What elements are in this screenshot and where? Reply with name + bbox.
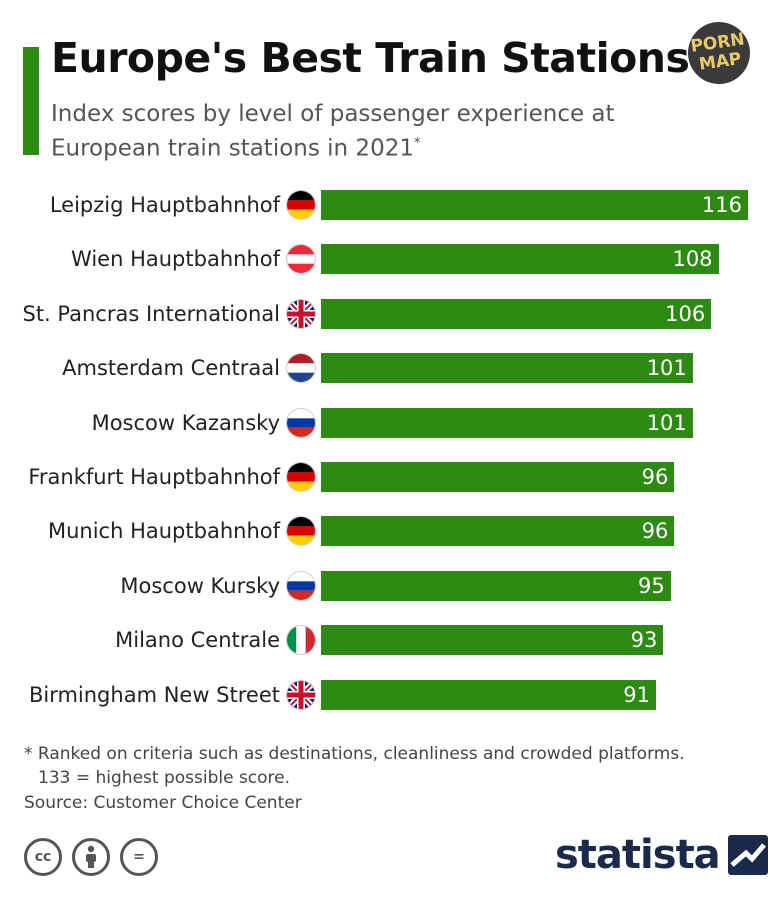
data-label: 116 xyxy=(701,193,742,217)
data-label: 91 xyxy=(623,682,650,707)
bar-chart: Leipzig Hauptbahnhof 116 Wien Hauptbahnhof… xyxy=(0,180,771,720)
uk-flag-icon xyxy=(287,299,315,328)
italy-flag-icon xyxy=(287,626,315,655)
chart-row: Moscow Kursky 95 xyxy=(0,570,771,601)
netherlands-flag-icon xyxy=(287,354,315,383)
statista-wordmark: statista xyxy=(555,832,721,878)
no-derivatives-icon: = xyxy=(120,838,158,876)
bar: 106 xyxy=(321,298,712,329)
subtitle-text: Index scores by level of passenger exper… xyxy=(51,101,615,162)
bar: 96 xyxy=(321,516,675,547)
data-label: 95 xyxy=(637,573,665,598)
data-label: 96 xyxy=(641,519,669,544)
source-text: Source: Customer Choice Center xyxy=(24,793,302,813)
bar: 101 xyxy=(321,407,693,438)
chart-row: Wien Hauptbahnhof 108 xyxy=(0,244,771,275)
chart-row: Moscow Kazansky 101 xyxy=(0,407,771,438)
chart-row: Birmingham New Street 91 xyxy=(0,679,771,710)
uk-flag-icon xyxy=(287,680,315,709)
germany-flag-icon xyxy=(287,463,315,491)
chart-row: Leipzig Hauptbahnhof 116 xyxy=(0,190,771,220)
footnote-line-1: * Ranked on criteria such as destination… xyxy=(24,744,685,764)
bar: 95 xyxy=(321,570,671,601)
category-label: Frankfurt Hauptbahnhof xyxy=(28,465,280,489)
bar: 108 xyxy=(321,244,719,275)
bar: 93 xyxy=(321,625,664,656)
category-label: Birmingham New Street xyxy=(28,682,280,707)
title-accent-bar xyxy=(23,47,39,155)
statista-mark-icon xyxy=(727,835,768,875)
data-label: 101 xyxy=(646,356,687,381)
russia-flag-icon xyxy=(287,408,315,437)
license-icons: cc = xyxy=(24,838,158,876)
attribution-person-icon xyxy=(72,838,110,876)
data-label: 101 xyxy=(646,410,687,435)
bar: 101 xyxy=(321,353,693,384)
category-label: Leipzig Hauptbahnhof xyxy=(49,193,280,217)
creative-commons-icon: cc xyxy=(24,838,62,876)
chart-row: Munich Hauptbahnhof 96 xyxy=(0,516,771,547)
category-label: Amsterdam Centraal xyxy=(62,356,280,381)
category-label: Moscow Kazansky xyxy=(91,410,280,435)
category-label: Milano Centrale xyxy=(115,628,280,653)
russia-flag-icon xyxy=(287,571,315,600)
austria-flag-icon xyxy=(287,245,315,274)
data-label: 106 xyxy=(665,301,706,326)
category-label: Munich Hauptbahnhof xyxy=(47,519,280,544)
chart-row: Frankfurt Hauptbahnhof 96 xyxy=(0,462,771,492)
category-label: Wien Hauptbahnhof xyxy=(71,247,280,272)
chart-row: St. Pancras International 106 xyxy=(0,298,771,329)
pornmap-logo-badge: PORN MAP xyxy=(683,17,755,89)
category-label: St. Pancras International xyxy=(22,301,280,326)
bar: 116 xyxy=(321,190,748,220)
chart-row: Milano Centrale 93 xyxy=(0,625,771,656)
chart-row: Amsterdam Centraal 101 xyxy=(0,353,771,384)
germany-flag-icon xyxy=(287,517,315,546)
bar: 91 xyxy=(321,679,656,710)
footnote-line-2: 133 = highest possible score. xyxy=(38,768,291,788)
data-label: 93 xyxy=(630,628,658,653)
statista-logo: statista xyxy=(555,832,768,878)
data-label: 108 xyxy=(672,247,713,272)
footnote: * Ranked on criteria such as destination… xyxy=(24,742,685,790)
chart-subtitle: Index scores by level of passenger exper… xyxy=(51,99,671,164)
data-label: 96 xyxy=(641,465,669,489)
subtitle-footnote-mark: * xyxy=(413,136,421,151)
germany-flag-icon xyxy=(287,191,315,219)
chart-title: Europe's Best Train Stations xyxy=(51,34,690,82)
category-label: Moscow Kursky xyxy=(120,573,280,598)
bar: 96 xyxy=(321,462,675,492)
